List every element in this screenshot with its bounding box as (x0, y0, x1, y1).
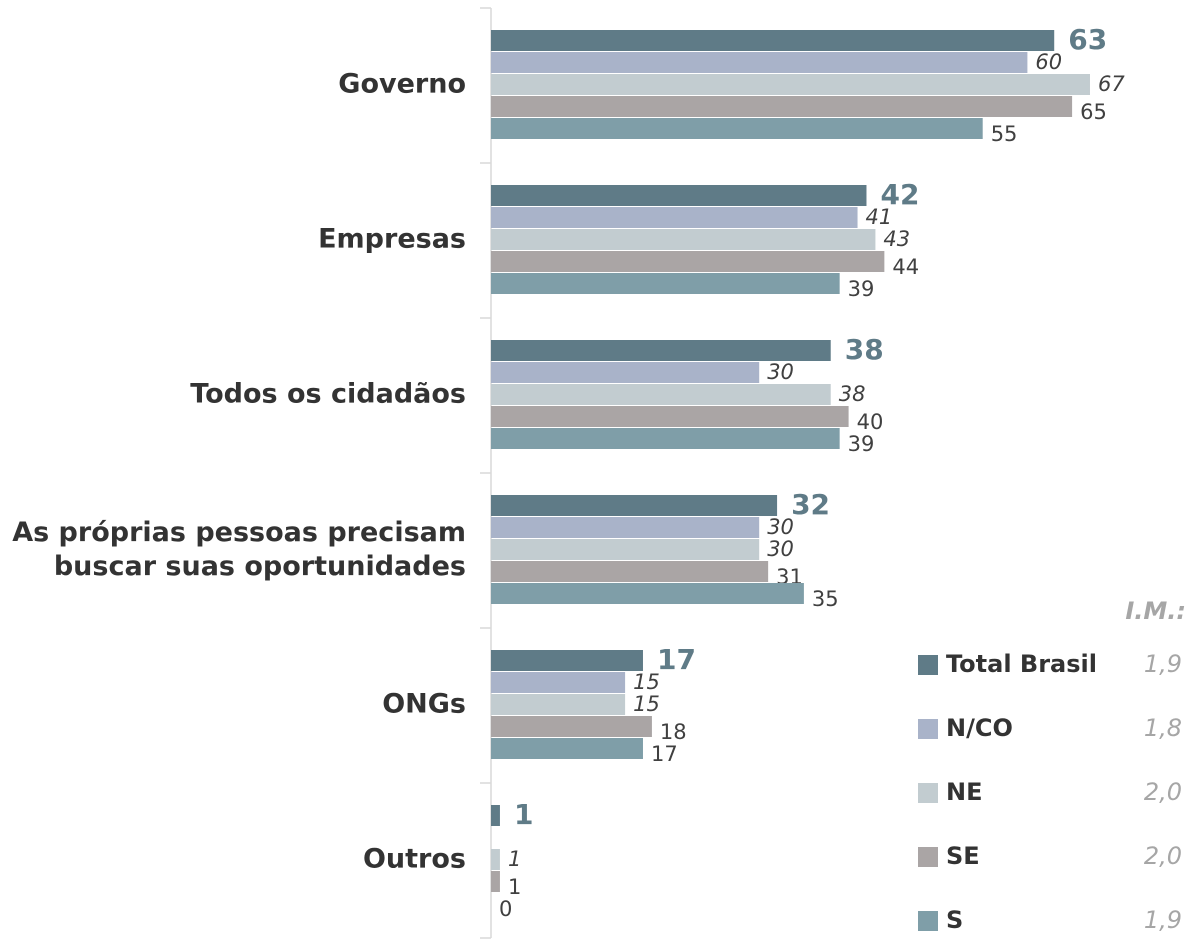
bar (491, 340, 831, 361)
legend-swatch (918, 783, 938, 803)
data-label: 55 (991, 122, 1018, 146)
legend-label: N/CO (946, 714, 1013, 742)
data-label: 40 (857, 410, 884, 434)
data-label: 65 (1080, 100, 1107, 124)
bar (491, 52, 1028, 73)
category-label: As próprias pessoas precisam buscar suas … (12, 517, 466, 582)
data-label: 30 (767, 360, 794, 384)
bar (491, 694, 626, 715)
bar (491, 207, 858, 228)
bar (491, 738, 643, 759)
bar (491, 849, 500, 870)
bar (491, 428, 840, 449)
data-label: 42 (880, 178, 919, 211)
data-label: 30 (767, 515, 794, 539)
data-label: 18 (660, 720, 687, 744)
category-label: Outros (363, 844, 466, 875)
data-label: 60 (1035, 50, 1062, 74)
bar (491, 517, 760, 538)
bar (491, 805, 500, 826)
bar (491, 384, 831, 405)
bar (491, 871, 500, 892)
legend-label: NE (946, 778, 982, 806)
bar (491, 30, 1055, 51)
data-label: 1 (514, 798, 533, 831)
im-value: 1,9 (1144, 650, 1182, 678)
bar (491, 583, 804, 604)
data-label: 15 (633, 692, 660, 716)
im-value: 2,0 (1144, 778, 1182, 806)
bar (491, 650, 643, 671)
legend-label: Total Brasil (946, 650, 1097, 678)
bar (491, 362, 760, 383)
bar (491, 251, 885, 272)
data-label: 38 (845, 333, 884, 366)
data-label: 0 (499, 897, 512, 921)
data-label: 63 (1068, 23, 1107, 56)
bar (491, 406, 849, 427)
data-label: 17 (657, 643, 696, 676)
bar (491, 539, 760, 560)
bar (491, 561, 769, 582)
legend-swatch (918, 655, 938, 675)
data-label: 39 (848, 277, 875, 301)
data-label: 1 (508, 875, 521, 899)
bar (491, 118, 983, 139)
data-label: 41 (866, 205, 893, 229)
legend-label: S (946, 906, 963, 934)
bar (491, 74, 1090, 95)
bar (491, 495, 778, 516)
data-label: 17 (651, 742, 678, 766)
legend-swatch (918, 719, 938, 739)
bar (491, 185, 867, 206)
data-label: 43 (883, 227, 910, 251)
bar (491, 273, 840, 294)
data-label: 44 (892, 255, 919, 279)
bar (491, 96, 1073, 117)
category-label: Governo (338, 69, 466, 100)
im-header: I.M.: (1125, 597, 1186, 625)
im-value: 1,9 (1144, 906, 1182, 934)
category-label: ONGs (382, 689, 466, 720)
data-label: 32 (791, 488, 830, 521)
data-label: 30 (767, 537, 794, 561)
im-value: 1,8 (1144, 714, 1182, 742)
data-label: 67 (1098, 72, 1125, 96)
legend-label: SE (946, 842, 980, 870)
bar (491, 672, 626, 693)
data-label: 1 (508, 847, 521, 871)
category-label: Empresas (318, 224, 466, 255)
bar (491, 716, 652, 737)
legend-swatch (918, 847, 938, 867)
category-label: Todos os cidadãos (190, 379, 466, 410)
data-label: 35 (812, 587, 839, 611)
data-label: 39 (848, 432, 875, 456)
data-label: 15 (633, 670, 660, 694)
bar (491, 229, 876, 250)
legend-swatch (918, 911, 938, 931)
im-value: 2,0 (1144, 842, 1182, 870)
data-label: 38 (839, 382, 866, 406)
